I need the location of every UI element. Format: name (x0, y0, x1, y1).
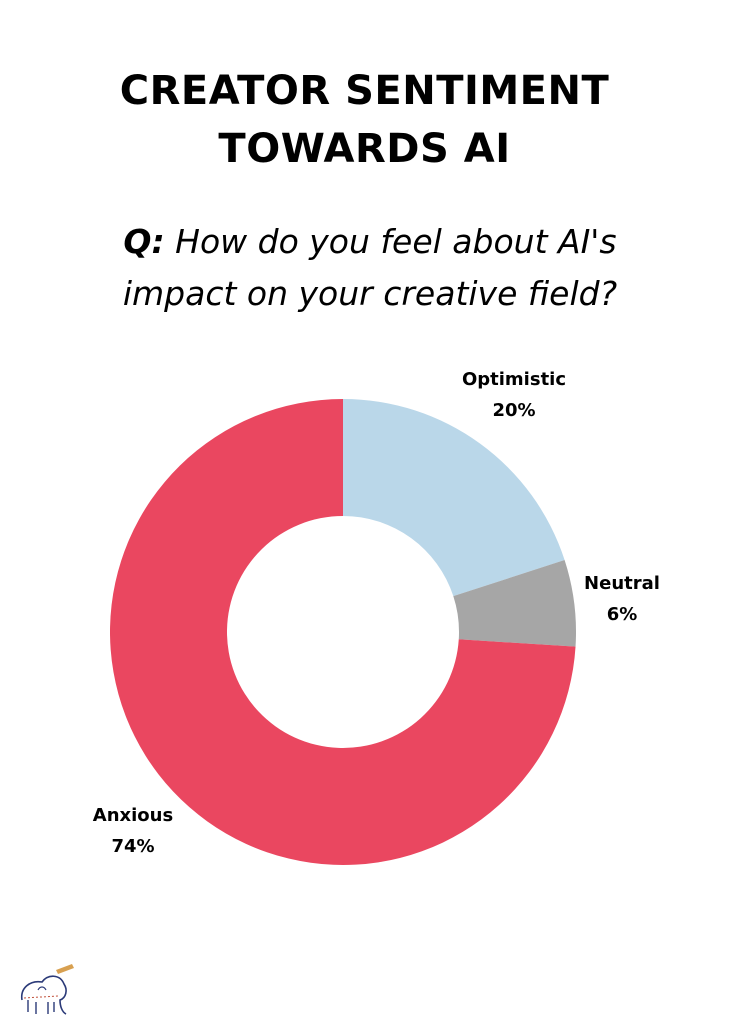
title-line-1: CREATOR SENTIMENT (119, 68, 610, 114)
survey-question: Q: How do you feel about AI's impact on … (40, 216, 700, 320)
question-line-2: impact on your creative field? (122, 274, 618, 313)
slice-label-neutral-value: 6% (606, 604, 638, 625)
slice-label-optimistic-value: 20% (492, 400, 536, 421)
donut-slice-anxious (109, 399, 576, 865)
question-prefix: Q: (123, 222, 165, 261)
donut-slice-neutral (453, 559, 576, 647)
slice-label-anxious-name: Anxious (92, 805, 174, 826)
elephant-logo-icon (20, 964, 74, 1015)
donut-slice-optimistic (343, 399, 565, 597)
slice-label-optimistic-name: Optimistic (461, 369, 567, 390)
slice-label-neutral: Neutral 6% (572, 568, 672, 630)
slice-label-anxious-value: 74% (111, 836, 155, 857)
donut-chart (109, 399, 576, 865)
chart-title: CREATOR SENTIMENT TOWARDS AI (0, 62, 729, 178)
slice-label-optimistic: Optimistic 20% (444, 364, 584, 426)
question-line-1: How do you feel about AI's (175, 222, 617, 261)
slice-label-neutral-name: Neutral (584, 573, 660, 594)
title-line-2: TOWARDS AI (218, 126, 511, 172)
slice-label-anxious: Anxious 74% (78, 800, 188, 862)
